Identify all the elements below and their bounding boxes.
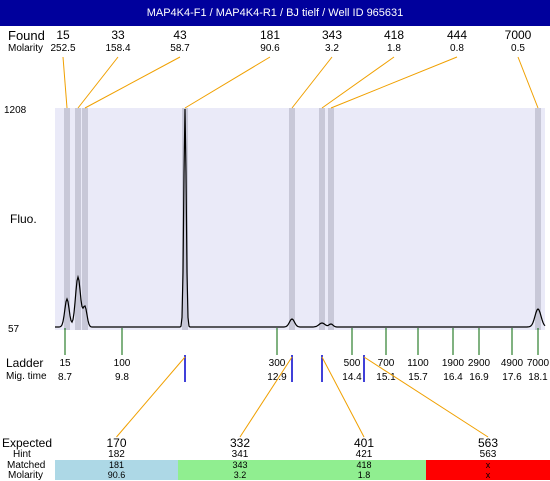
found-peak-molarity: 0.5: [511, 43, 525, 54]
y-axis-min: 57: [8, 324, 20, 335]
y-axis-max: 1208: [4, 105, 27, 116]
matched-cell: 181 90.6: [55, 460, 178, 480]
found-peak-molarity: 90.6: [260, 43, 280, 54]
ladder-band-size: 100: [113, 358, 131, 369]
ladder-band-size: 1900: [441, 358, 465, 369]
matched-cell: 418 1.8: [302, 460, 426, 480]
matched-molarity: 1.8: [357, 470, 371, 480]
peak-callout-line: [517, 56, 539, 109]
found-peak-size: 15: [56, 28, 70, 42]
expected-callout-line: [239, 356, 293, 438]
ladder-band-time: 18.1: [528, 372, 548, 383]
peak-band: [64, 108, 70, 330]
ladder-band-size: 7000: [526, 358, 550, 369]
peak-callout-line: [321, 56, 395, 109]
ladder-label: Ladder: [6, 356, 44, 370]
expected-hint: 563: [479, 449, 497, 460]
found-peak-molarity: 252.5: [50, 43, 76, 54]
expected-size: 401: [353, 436, 375, 450]
ladder-band-time: 12.9: [267, 372, 287, 383]
title-bar: MAP4K4-F1 / MAP4K4-R1 / BJ tielf / Well …: [0, 0, 550, 26]
matched-molarity: x: [485, 470, 491, 480]
expected-size: 332: [229, 436, 251, 450]
found-peak-molarity: 3.2: [325, 43, 339, 54]
found-peak-size: 343: [321, 28, 343, 42]
found-peak-molarity: 58.7: [170, 43, 190, 54]
found-peak-size: 33: [111, 28, 125, 42]
expected-callout-line: [321, 356, 365, 438]
peak-callout-line: [84, 56, 181, 109]
found-peak-molarity: 1.8: [387, 43, 401, 54]
ladder-band-time: 15.7: [408, 372, 428, 383]
matched-cell: 343 3.2: [178, 460, 302, 480]
peak-band: [319, 108, 325, 330]
ladder-band-size: 700: [377, 358, 395, 369]
found-label: Found: [8, 28, 45, 43]
ladder-band-time: 15.1: [376, 372, 396, 383]
found-peak-molarity: 0.8: [450, 43, 464, 54]
ladder-band-time: 8.7: [58, 372, 72, 383]
y-axis-label: Fluo.: [10, 212, 37, 226]
ladder-migtime-label: Mig. time: [6, 371, 47, 382]
window-title: MAP4K4-F1 / MAP4K4-R1 / BJ tielf / Well …: [146, 7, 404, 19]
ladder-band-size: 1100: [407, 358, 429, 369]
expected-callout-line: [363, 356, 489, 438]
ladder-band-time: 16.4: [443, 372, 463, 383]
peak-callout-line: [330, 56, 458, 109]
peak-callout-line: [62, 56, 68, 109]
plot-area: [55, 108, 545, 330]
molarity-label: Molarity: [8, 470, 44, 481]
expected-callout-line: [116, 356, 186, 438]
ladder-band-size: 4900: [500, 358, 524, 369]
expected-size: 563: [477, 436, 499, 450]
matched-size: 343: [232, 460, 248, 470]
found-molarity-label: Molarity: [8, 43, 44, 54]
ladder-band-size: 2900: [467, 358, 491, 369]
found-peak-molarity: 158.4: [105, 43, 131, 54]
peak-callout-line: [184, 56, 271, 109]
hint-label: Hint: [13, 449, 31, 460]
peak-band: [535, 108, 541, 330]
expected-size: 170: [106, 436, 127, 450]
ladder-band-time: 14.4: [342, 372, 362, 383]
matched-size: 418: [356, 460, 372, 470]
found-peak-size: 418: [383, 28, 405, 42]
peak-band: [289, 108, 295, 330]
expected-label: Expected: [2, 436, 53, 450]
fluorescence-trace: [55, 108, 546, 328]
found-peak-size: 43: [173, 28, 187, 42]
peak-callout-line: [291, 56, 333, 109]
peak-band: [328, 108, 334, 330]
matched-molarity: 3.2: [233, 470, 247, 480]
found-peak-size: 7000: [504, 28, 532, 42]
found-peak-size: 444: [446, 28, 468, 42]
expected-hint: 182: [108, 449, 125, 460]
ladder-band-time: 16.9: [469, 372, 489, 383]
ladder-band-time: 17.6: [502, 372, 522, 383]
matched-size: 181: [108, 460, 125, 470]
found-peak-size: 181: [259, 28, 281, 42]
peak-band: [82, 108, 88, 330]
matched-molarity: 90.6: [107, 470, 126, 480]
ladder-band-size: 300: [268, 358, 286, 369]
peak-band: [182, 108, 188, 330]
expected-hint: 421: [355, 449, 373, 460]
peak-band: [75, 108, 81, 330]
ladder-band-size: 500: [343, 358, 361, 369]
expected-hint: 341: [231, 449, 249, 460]
peak-callout-line: [77, 56, 119, 109]
ladder-band-time: 9.8: [115, 372, 129, 383]
matched-label: Matched: [7, 460, 46, 471]
ladder-band-size: 15: [59, 358, 71, 369]
matched-size: x: [485, 460, 491, 470]
